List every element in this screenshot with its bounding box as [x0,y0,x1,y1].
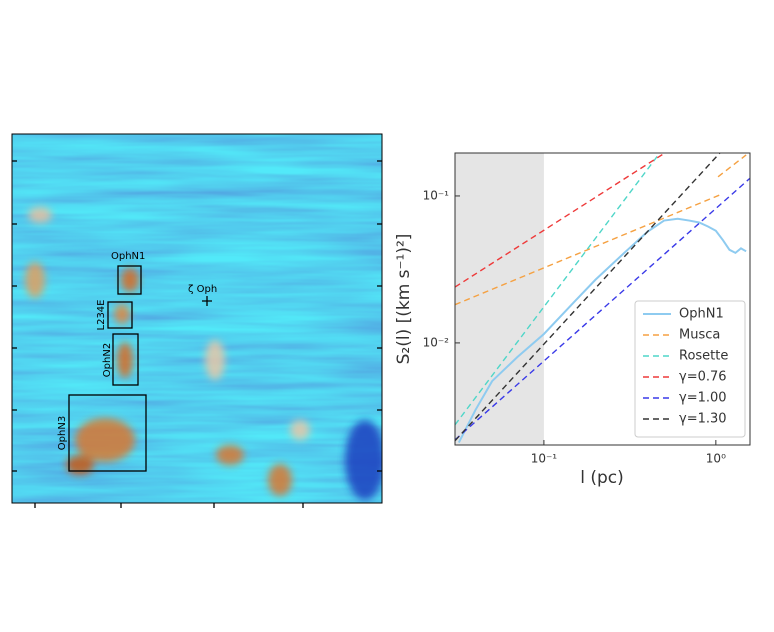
map-frame [11,133,383,504]
y-axis-label: S₂(l) [(km s⁻¹)²] [394,234,414,365]
series-line [455,153,666,288]
region-label: L234E [96,300,107,331]
x-tick-label: 10⁰ [706,452,726,466]
star-label: ζ Oph [188,284,217,295]
y-tick-label: 10⁻² [423,335,450,349]
map-image [12,134,382,503]
series-line [455,177,750,441]
series-line [455,154,747,306]
legend-label: Rosette [679,349,728,364]
legend-label: Musca [679,328,720,343]
legend-label: γ=1.30 [679,412,727,427]
series-line [455,153,661,426]
legend-label: OphN1 [679,307,724,322]
legend-label: γ=0.76 [679,370,727,385]
series-line [457,217,747,443]
plot-lines [455,153,750,443]
legend-frame [634,300,746,438]
series-line [455,153,721,442]
x-axis-label: l (pc) [580,468,624,488]
region-label: OphN1 [111,251,145,262]
region-boxes [12,160,382,508]
plot-frame [454,152,751,446]
region-label: OphN3 [57,416,68,450]
x-tick-label: 10⁻¹ [531,452,558,466]
y-tick-label: 10⁻¹ [423,188,450,202]
region-label: OphN2 [102,343,113,377]
legend-label: γ=1.00 [679,391,727,406]
